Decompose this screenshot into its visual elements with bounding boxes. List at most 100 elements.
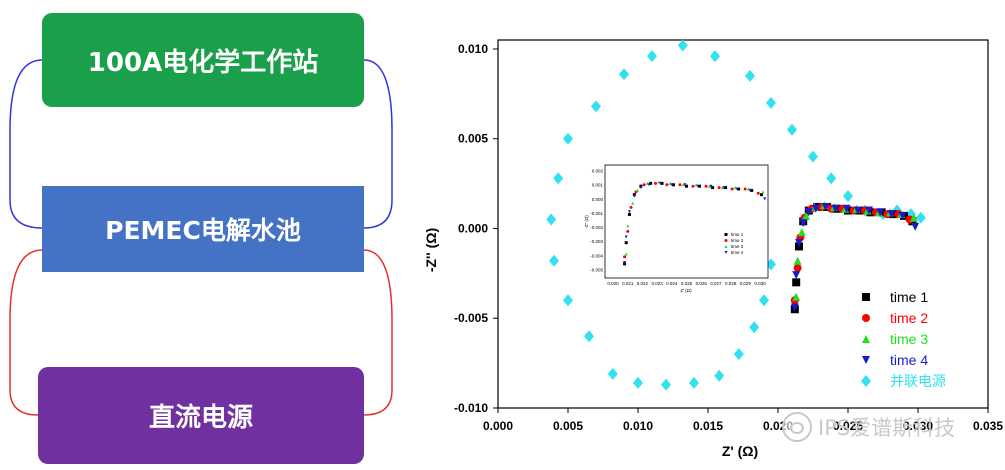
data-point: [797, 228, 806, 237]
data-point: [911, 222, 920, 231]
data-point: [792, 271, 801, 280]
data-point: [626, 224, 630, 228]
data-point: [707, 184, 711, 188]
data-point: [563, 132, 573, 145]
y-tick-label: -0.010: [454, 401, 488, 415]
inset-legend-label: time 2: [731, 238, 744, 243]
data-point: [792, 278, 801, 287]
data-point: [709, 184, 713, 188]
data-point: [795, 238, 803, 247]
data-point: [623, 260, 627, 264]
data-point: [804, 208, 813, 217]
data-point: [724, 233, 728, 236]
y-axis-title: -Z'' (Ω): [423, 228, 439, 272]
x-tick-label: 0.030: [903, 419, 933, 433]
data-point: [683, 183, 687, 187]
data-point: [743, 187, 747, 191]
data-point: [862, 293, 870, 301]
data-point: [660, 181, 664, 185]
data-point: [808, 150, 818, 163]
data-point: [735, 187, 739, 191]
data-point: [629, 205, 633, 209]
data-point: [717, 186, 721, 190]
inset-y-tick: -0.004: [590, 253, 603, 258]
data-point: [553, 172, 564, 185]
data-point: [704, 184, 708, 188]
data-point: [722, 186, 726, 190]
x-tick-label: 0.000: [483, 419, 513, 433]
legend-label: time 1: [890, 289, 928, 305]
data-point: [636, 188, 640, 192]
data-point: [748, 188, 752, 192]
inset-y-tick: -0.001: [590, 211, 603, 216]
inset-legend-label: time 1: [731, 232, 744, 237]
data-point: [685, 184, 688, 188]
data-point: [647, 50, 657, 63]
legend-label: time 3: [890, 331, 928, 347]
data-point: [639, 186, 643, 190]
data-point: [887, 210, 896, 219]
data-point: [843, 190, 853, 203]
data-point: [730, 187, 734, 191]
data-point: [678, 183, 682, 187]
data-point: [909, 213, 918, 222]
inset-x-tick: 0.028: [725, 281, 737, 286]
data-point: [711, 186, 715, 190]
x-tick-label: 0.015: [693, 419, 723, 433]
data-point: [749, 321, 760, 334]
data-point: [724, 245, 728, 248]
inset-x-tick: 0.021: [622, 281, 634, 286]
inset-y-tick: -0.003: [590, 239, 603, 244]
data-point: [720, 186, 724, 190]
data-point: [633, 376, 643, 389]
data-point: [624, 252, 628, 256]
watermark: IPS爱谱斯科技: [782, 412, 955, 442]
data-point: [642, 183, 646, 187]
x-axis-title: Z' (Ω): [722, 443, 758, 459]
inset-legend-label: time 3: [731, 244, 744, 249]
data-point: [793, 256, 802, 265]
data-point: [627, 212, 631, 216]
data-point: [671, 183, 675, 187]
electrochemical-workstation-box: 100A电化学工作站: [42, 13, 364, 107]
inset-y-tick: -0.005: [590, 268, 603, 273]
data-point: [624, 235, 628, 239]
data-point: [862, 314, 870, 322]
data-point: [658, 181, 662, 185]
cell-label: PEMEC电解水池: [105, 216, 301, 245]
data-point: [649, 181, 653, 185]
inset-x-tick: 0.022: [637, 281, 649, 286]
y-tick-label: 0.000: [458, 221, 488, 235]
inset-y-title: -Z'' (Ω): [584, 215, 589, 229]
data-point: [733, 348, 744, 361]
data-point: [802, 211, 810, 220]
data-point: [661, 378, 671, 391]
data-point: [821, 202, 830, 211]
data-point: [759, 193, 763, 197]
data-point: [793, 263, 802, 272]
data-point: [546, 213, 557, 226]
inset-frame: [604, 164, 769, 279]
blue-link-left: [9, 59, 43, 229]
data-point: [696, 184, 700, 188]
red-link-left: [9, 249, 43, 416]
data-point: [627, 210, 631, 214]
inset-x-tick: 0.024: [666, 281, 678, 286]
data-point: [853, 206, 862, 215]
data-point: [624, 241, 628, 245]
data-point: [842, 204, 851, 213]
data-point: [766, 258, 776, 271]
data-point: [898, 211, 907, 220]
data-point: [619, 68, 629, 81]
data-point: [792, 292, 801, 301]
data-point: [626, 229, 630, 233]
data-point: [724, 251, 728, 254]
workstation-label: 100A电化学工作站: [87, 47, 319, 78]
data-point: [831, 204, 840, 213]
data-point: [681, 183, 685, 187]
data-point: [670, 183, 674, 187]
data-point: [761, 190, 765, 194]
y-tick-label: -0.005: [454, 311, 488, 325]
